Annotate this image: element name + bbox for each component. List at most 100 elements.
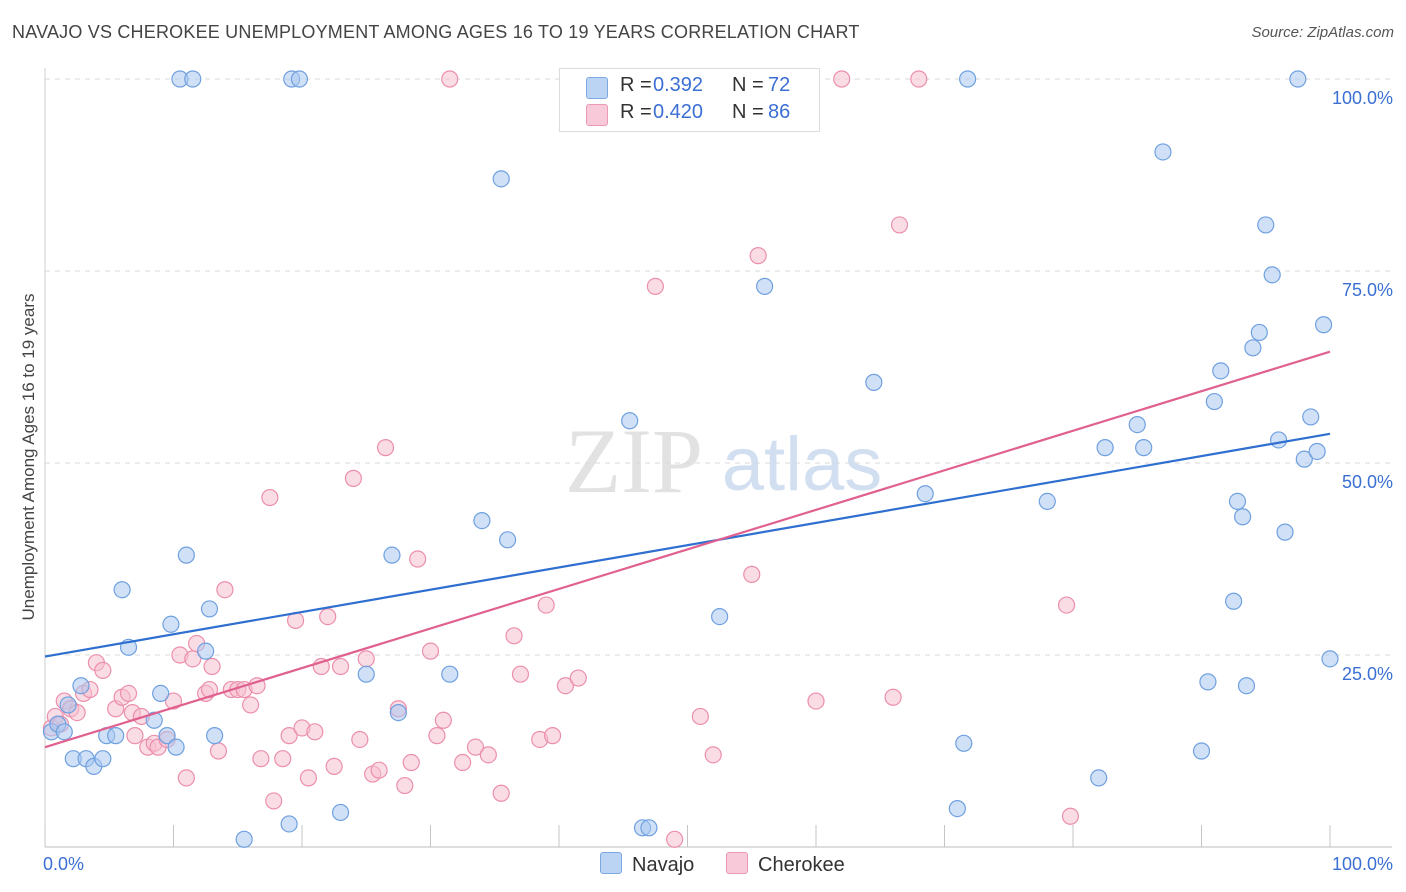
- navajo-point: [1237, 677, 1256, 695]
- navajo-point: [1205, 392, 1223, 411]
- navajo-point: [1257, 216, 1275, 234]
- y-tick-label: 25.0%: [1342, 664, 1393, 684]
- cherokee-point: [884, 688, 902, 706]
- cherokee-point: [209, 742, 228, 760]
- cherokee-point: [396, 776, 414, 795]
- navajo-point: [1244, 339, 1262, 357]
- cherokee-swatch: [586, 104, 608, 126]
- cherokee-point: [833, 70, 851, 88]
- cherokee-point: [261, 488, 279, 507]
- cherokee-point: [274, 750, 292, 768]
- cherokee-point: [505, 627, 523, 645]
- cherokee-point: [454, 753, 472, 772]
- cherokee-point: [370, 761, 388, 779]
- navajo-point: [197, 642, 215, 660]
- navajo-point: [200, 600, 219, 618]
- navajo-point: [1314, 316, 1333, 334]
- navajo-point: [152, 684, 170, 703]
- bottom-legend-navajo-swatch: [600, 852, 622, 874]
- y-tick-label: 75.0%: [1342, 280, 1393, 300]
- navajo-r-label: R =: [620, 74, 652, 96]
- navajo-point: [72, 677, 90, 695]
- axis-labels: Unemployment Among Ages 16 to 19 years 2…: [19, 88, 1393, 874]
- stats-legend: R = 0.392 N = 72 R = 0.420 N = 86: [559, 68, 820, 132]
- cherokee-point: [479, 746, 497, 764]
- y-tick-label: 100.0%: [1332, 88, 1393, 108]
- cherokee-point: [537, 596, 555, 614]
- grid: [45, 78, 1392, 656]
- cherokee-point: [119, 684, 138, 703]
- navajo-n-label: N =: [732, 74, 764, 96]
- navajo-point: [1269, 431, 1288, 449]
- cherokee-point: [126, 727, 144, 745]
- cherokee-point: [466, 738, 485, 756]
- cherokee-n-label: N =: [732, 101, 764, 123]
- watermark: ZIP atlas: [565, 410, 882, 512]
- navajo-point: [55, 723, 73, 741]
- navajo-point: [383, 546, 401, 564]
- cherokee-point: [666, 830, 684, 848]
- navajo-point: [1234, 508, 1252, 526]
- cherokee-r-value: 0.420: [653, 101, 704, 123]
- navajo-point: [206, 727, 224, 745]
- cherokee-point: [265, 792, 283, 810]
- navajo-point: [1192, 742, 1211, 760]
- cherokee-trend-line: [44, 350, 1331, 749]
- cherokee-point: [1057, 596, 1076, 614]
- navajo-point: [1263, 266, 1281, 284]
- bottom-legend-navajo: Navajo: [600, 852, 694, 877]
- navajo-point: [1135, 439, 1153, 457]
- navajo-point: [389, 703, 407, 722]
- navajo-point: [1250, 323, 1268, 342]
- navajo-point: [1308, 442, 1326, 461]
- navajo-point: [1228, 492, 1247, 510]
- navajo-point: [1212, 362, 1230, 380]
- cherokee-point: [749, 247, 767, 265]
- navajo-point: [1128, 416, 1146, 434]
- cherokee-point: [177, 769, 195, 787]
- cherokee-point: [890, 216, 909, 234]
- cherokee-point: [299, 769, 318, 787]
- navajo-point: [184, 70, 202, 88]
- cherokee-point: [569, 669, 587, 687]
- cherokee-point: [331, 657, 350, 676]
- cherokee-point: [376, 439, 395, 457]
- y-axis-label: Unemployment Among Ages 16 to 19 years: [19, 294, 38, 621]
- cherokee-point: [1061, 807, 1080, 825]
- bottom-legend-cherokee: Cherokee: [726, 852, 845, 877]
- navajo-point: [167, 738, 185, 756]
- legend-row-navajo: R = 0.392 N = 72: [560, 74, 819, 100]
- cherokee-point: [280, 727, 298, 745]
- axes: [44, 68, 1392, 848]
- navajo-point: [357, 665, 375, 683]
- cherokee-point: [807, 692, 825, 710]
- cherokee-n-value: 86: [768, 101, 791, 123]
- cherokee-point: [357, 650, 375, 668]
- data-points: [42, 70, 1339, 848]
- navajo-point: [1225, 592, 1243, 610]
- navajo-swatch: [586, 77, 608, 99]
- navajo-point: [1096, 439, 1114, 457]
- bottom-legend-navajo-label: Navajo: [632, 854, 695, 876]
- cherokee-point: [94, 661, 112, 679]
- cherokee-point: [242, 696, 260, 714]
- navajo-point: [280, 815, 298, 833]
- chart-title: NAVAJO VS CHEROKEE UNEMPLOYMENT AMONG AG…: [12, 22, 860, 42]
- navajo-trend-line: [44, 432, 1331, 658]
- x-tick-label-max: 100.0%: [1332, 854, 1393, 874]
- navajo-point: [94, 750, 112, 768]
- navajo-point: [1289, 70, 1307, 88]
- navajo-point: [290, 70, 309, 88]
- navajo-r-value: 0.392: [653, 74, 704, 96]
- cherokee-point: [351, 730, 369, 749]
- watermark-atlas: atlas: [722, 422, 883, 507]
- navajo-point: [948, 799, 966, 818]
- navajo-point: [959, 70, 977, 88]
- cherokee-point: [434, 711, 452, 729]
- navajo-point: [1154, 143, 1172, 161]
- navajo-point: [113, 581, 131, 599]
- x-tick-label-min: 0.0%: [43, 854, 84, 874]
- cherokee-point: [306, 723, 324, 741]
- navajo-point: [107, 727, 125, 745]
